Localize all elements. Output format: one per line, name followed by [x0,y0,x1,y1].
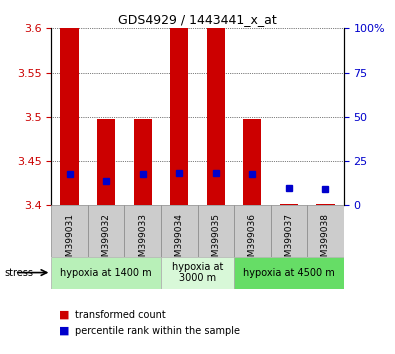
FancyBboxPatch shape [88,205,124,257]
Text: GSM399032: GSM399032 [102,213,111,268]
Title: GDS4929 / 1443441_x_at: GDS4929 / 1443441_x_at [118,13,277,26]
Bar [134,120,152,205]
Text: GSM399038: GSM399038 [321,213,330,268]
Text: stress: stress [4,268,33,278]
Text: GSM399033: GSM399033 [138,213,147,268]
Text: ■: ■ [59,326,70,336]
FancyBboxPatch shape [234,205,271,257]
Bar [280,204,298,205]
Text: hypoxia at 1400 m: hypoxia at 1400 m [60,268,152,278]
Bar [316,204,335,205]
FancyBboxPatch shape [307,205,344,257]
Bar [170,28,188,205]
Text: GSM399036: GSM399036 [248,213,257,268]
Bar [243,120,261,205]
FancyBboxPatch shape [51,257,161,289]
FancyBboxPatch shape [271,205,307,257]
Text: ■: ■ [59,310,70,320]
Bar [207,28,225,205]
Text: GSM399031: GSM399031 [65,213,74,268]
Text: hypoxia at
3000 m: hypoxia at 3000 m [172,262,223,284]
FancyBboxPatch shape [124,205,161,257]
Text: GSM399037: GSM399037 [284,213,293,268]
Text: GSM399035: GSM399035 [211,213,220,268]
FancyBboxPatch shape [161,257,234,289]
Text: transformed count: transformed count [75,310,166,320]
Text: hypoxia at 4500 m: hypoxia at 4500 m [243,268,335,278]
FancyBboxPatch shape [198,205,234,257]
FancyBboxPatch shape [51,205,88,257]
Bar [97,120,115,205]
Text: percentile rank within the sample: percentile rank within the sample [75,326,240,336]
Text: GSM399034: GSM399034 [175,213,184,268]
FancyBboxPatch shape [234,257,344,289]
Bar [60,28,79,205]
FancyBboxPatch shape [161,205,198,257]
